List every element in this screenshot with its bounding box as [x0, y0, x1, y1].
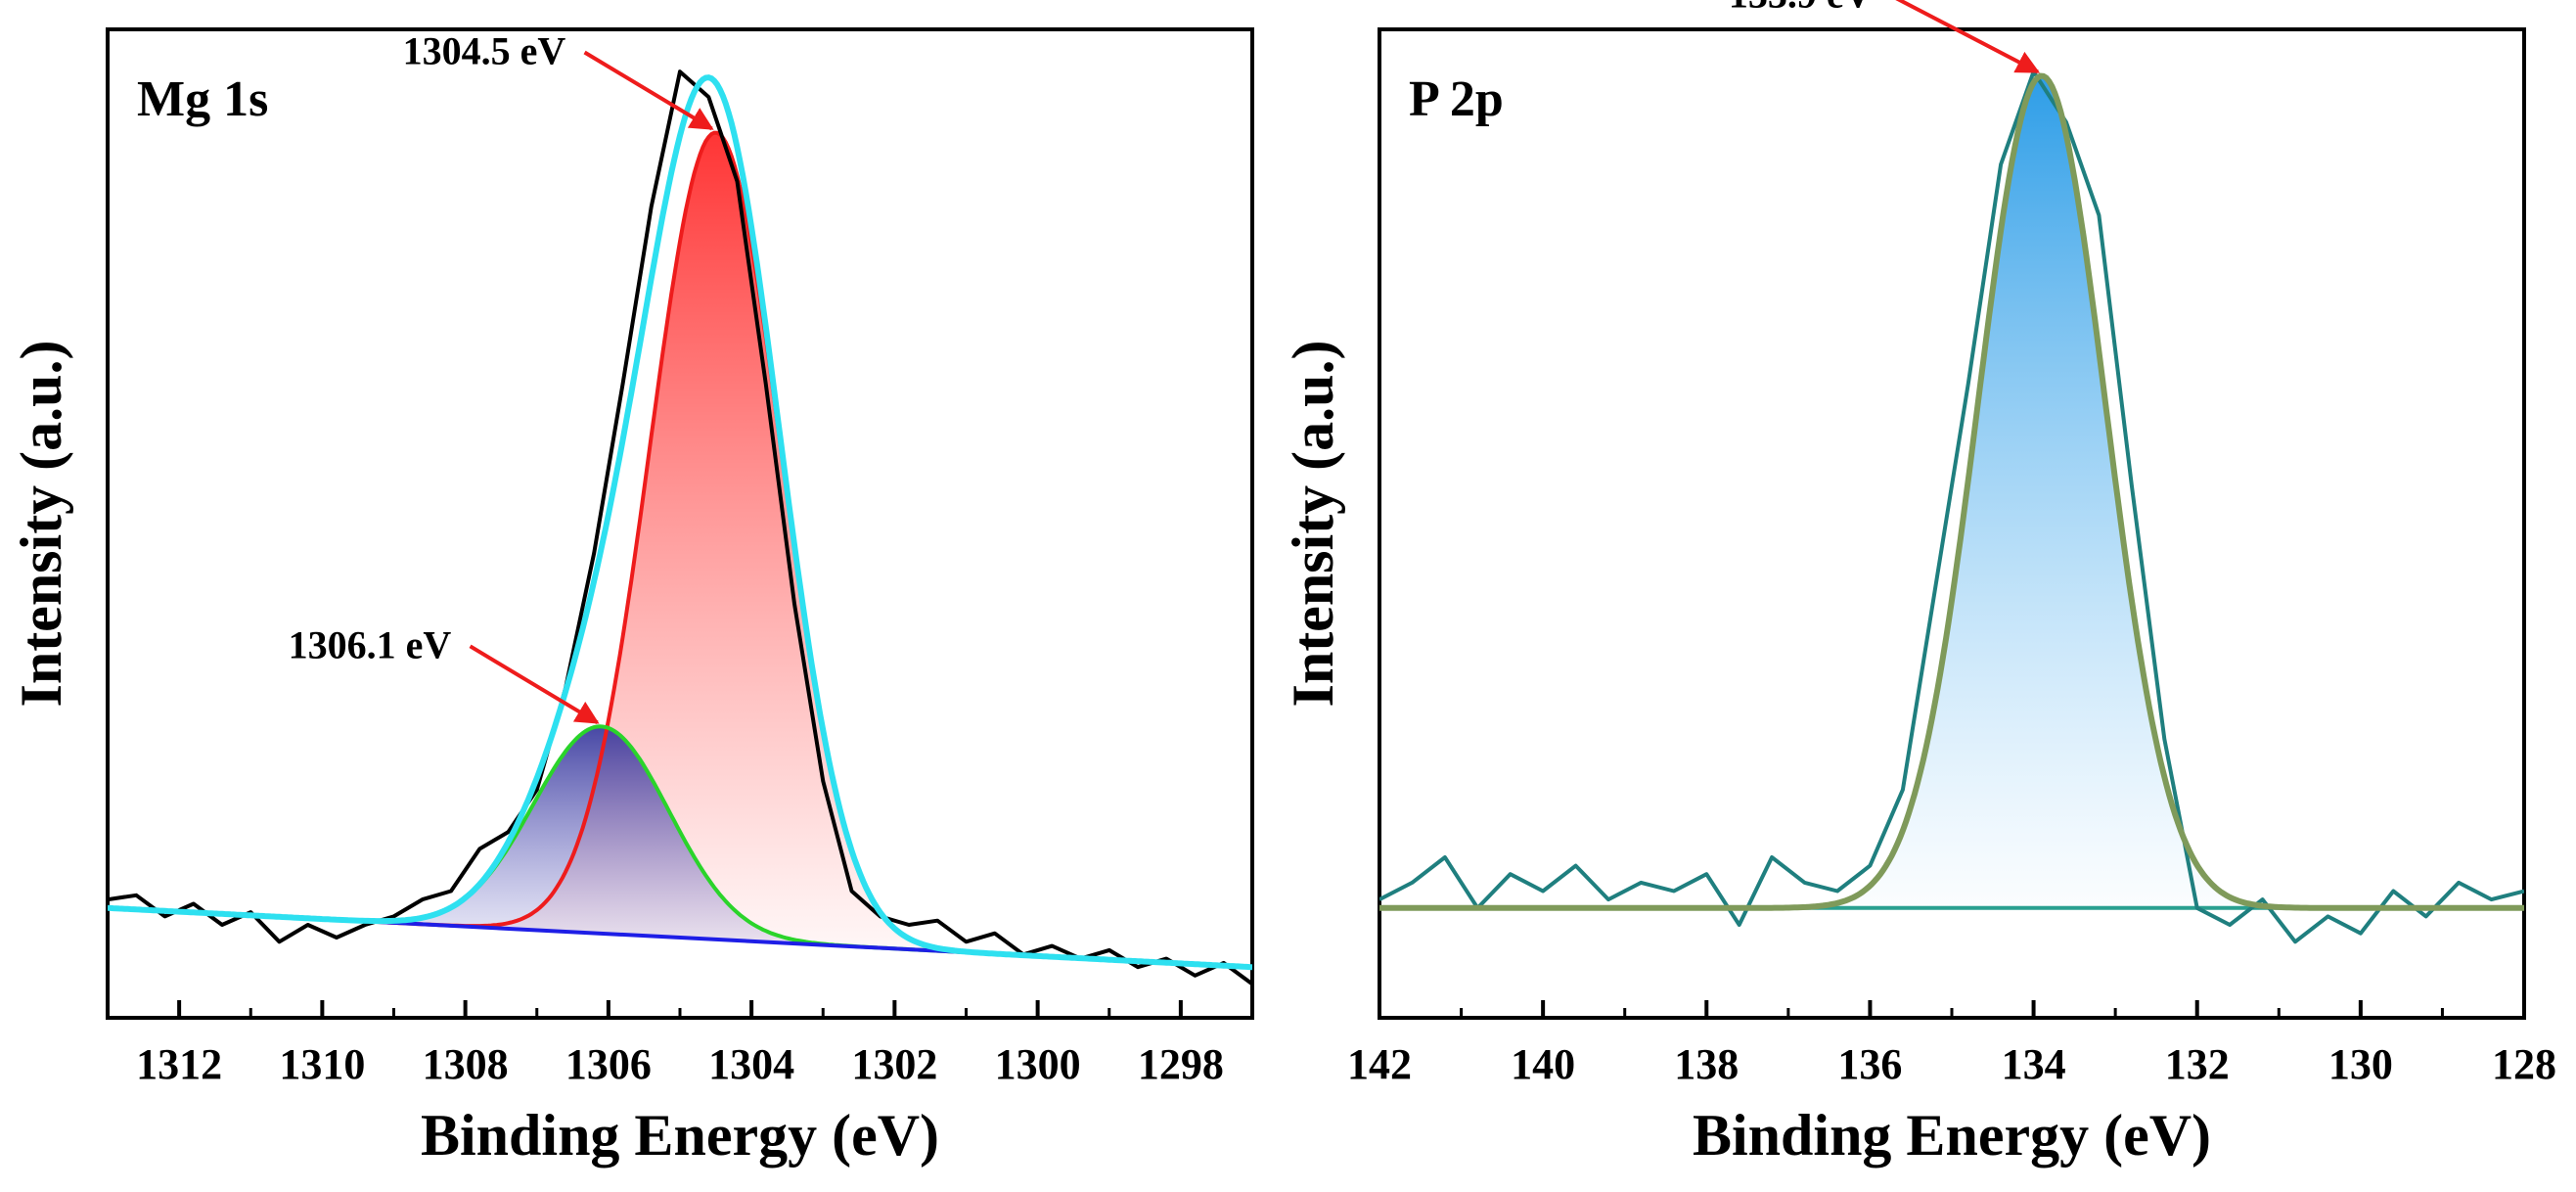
p2p-y-axis-title: Intensity (a.u.) — [1281, 340, 1345, 707]
mg1s-x-ticks: 1312 1310 1308 1306 1304 1302 1300 1298 — [106, 1000, 1254, 1088]
mg1s-x-tick-label-1310: 1310 — [279, 1040, 365, 1088]
mg1s-panel-label: Mg 1s — [137, 71, 268, 127]
mg1s-peak-fills — [108, 132, 1252, 968]
p2p-raw-data-line — [1379, 69, 2524, 944]
p2p-x-tick-label-138: 138 — [1674, 1040, 1739, 1088]
mg1s-annotation-2: 1306.1 eV — [289, 622, 452, 666]
mg1s-x-tick-label-1302: 1302 — [851, 1040, 937, 1088]
p2p-annotation-1: 133.9 eV — [1729, 0, 1873, 16]
p2p-x-tick-label-132: 132 — [2165, 1040, 2230, 1088]
mg1s-annotation-arrow-1 — [583, 50, 714, 131]
p2p-lines — [1379, 69, 2524, 944]
p2p-x-tick-label-140: 140 — [1511, 1040, 1575, 1088]
mg1s-x-tick-label-1304: 1304 — [708, 1040, 794, 1088]
p2p-x-tick-label-128: 128 — [2492, 1040, 2556, 1088]
mg1s-annotations: 1304.5 eV 1306.1 eV — [289, 28, 714, 725]
mg1s-panel: 1312 1310 1308 1306 1304 1302 1300 1298 Mg 1s B… — [9, 27, 1254, 1168]
p2p-x-tick-label-130: 130 — [2328, 1040, 2393, 1088]
p2p-envelope-line — [1379, 72, 2524, 911]
p2p-x-axis-title: Binding Energy (eV) — [1693, 1103, 2211, 1168]
p2p-x-tick-label-136: 136 — [1837, 1040, 1902, 1088]
p2p-panel: 142 140 138 136 134 132 130 128 P 2p Binding En… — [1281, 0, 2556, 1168]
mg1s-peak-fill-2 — [108, 726, 1252, 968]
p2p-panel-label: P 2p — [1409, 71, 1504, 127]
mg1s-x-tick-label-1312: 1312 — [136, 1040, 222, 1088]
mg1s-envelope-line — [108, 74, 1252, 971]
p2p-annotation-arrow-1 — [1895, 0, 2041, 74]
p2p-x-tick-label-134: 134 — [2002, 1040, 2066, 1088]
p2p-peak-fill-1 — [1379, 75, 2524, 908]
mg1s-x-tick-label-1298: 1298 — [1138, 1040, 1224, 1088]
mg1s-x-tick-label-1308: 1308 — [423, 1040, 509, 1088]
mg1s-raw-data-line — [108, 69, 1252, 986]
mg1s-lines — [108, 69, 1252, 986]
mg1s-peak-fill-1 — [108, 132, 1252, 968]
mg1s-annotation-arrow-2 — [469, 644, 600, 725]
mg1s-y-axis-title: Intensity (a.u.) — [9, 340, 73, 707]
p2p-peak-fills — [1379, 75, 2524, 908]
mg1s-annotation-1: 1304.5 eV — [403, 28, 566, 72]
mg1s-x-tick-label-1306: 1306 — [565, 1040, 652, 1088]
mg1s-x-axis-title: Binding Energy (eV) — [421, 1103, 939, 1168]
p2p-x-ticks: 142 140 138 136 134 132 130 128 — [1347, 1000, 2556, 1088]
p2p-annotations: 133.9 eV — [1729, 0, 2041, 74]
mg1s-x-tick-label-1300: 1300 — [995, 1040, 1081, 1088]
p2p-x-tick-label-142: 142 — [1347, 1040, 1412, 1088]
